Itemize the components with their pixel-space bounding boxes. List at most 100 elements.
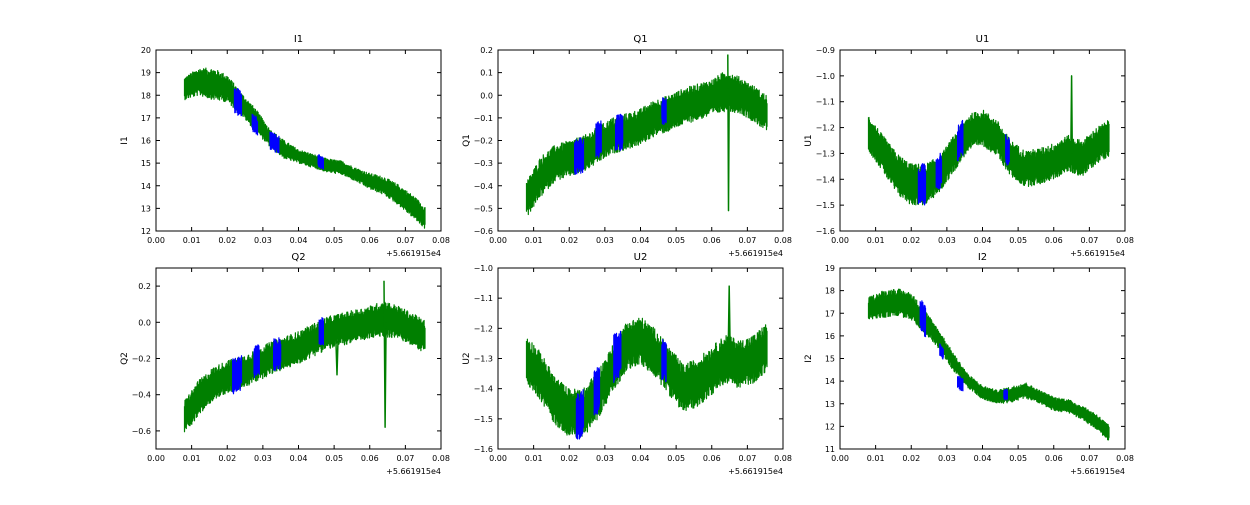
y-tick-label: −0.5 bbox=[474, 204, 493, 213]
y-tick-label: 0.1 bbox=[480, 69, 493, 78]
x-tick-label: 0.00 bbox=[831, 236, 849, 245]
x-tick-label: 0.03 bbox=[596, 454, 614, 463]
y-tick-label: 16 bbox=[141, 137, 151, 146]
y-axis-label: I2 bbox=[804, 354, 814, 362]
series-blue-segment-0 bbox=[575, 389, 585, 440]
series-blue-segment-1 bbox=[593, 367, 601, 416]
series-green-trend bbox=[525, 317, 768, 437]
series-blue-segment-0 bbox=[919, 300, 927, 338]
series-blue-segment-3 bbox=[661, 339, 667, 383]
y-tick-label: −0.3 bbox=[474, 159, 493, 168]
x-tick-label: 0.03 bbox=[254, 236, 272, 245]
x-tick-label: 0.05 bbox=[667, 236, 685, 245]
series-spike-2 bbox=[727, 285, 732, 359]
y-tick-label: 14 bbox=[141, 182, 151, 191]
x-tick-label: 0.04 bbox=[974, 236, 992, 245]
x-tick-label: 0.06 bbox=[361, 454, 379, 463]
chart-panel-i2: 0.00 0.01 0.02 0.03 0.04 0.05 0.06 0.07 0.08 11 12… bbox=[804, 252, 1134, 476]
y-tick-label: −1.6 bbox=[474, 445, 493, 454]
chart-title: U2 bbox=[634, 252, 648, 263]
y-tick-label: −1.1 bbox=[474, 294, 493, 303]
x-tick-label: 0.01 bbox=[525, 454, 543, 463]
plot-area bbox=[183, 280, 426, 433]
x-tick-label: 0.07 bbox=[738, 454, 756, 463]
y-tick-label: −1.2 bbox=[474, 324, 493, 333]
y-tick-label: 0.2 bbox=[138, 282, 151, 291]
x-tick-label: 0.02 bbox=[560, 454, 578, 463]
series-blue-segment-2 bbox=[957, 375, 964, 392]
x-tick-label: 0.06 bbox=[361, 236, 379, 245]
x-tick-label: 0.02 bbox=[218, 454, 236, 463]
y-tick-label: −1.0 bbox=[474, 264, 493, 273]
y-tick-label: 16 bbox=[825, 332, 835, 341]
series-blue-segment-1 bbox=[253, 344, 260, 379]
series-blue-segment-3 bbox=[318, 317, 324, 346]
chart-title: Q1 bbox=[633, 34, 647, 45]
y-tick-label: 17 bbox=[141, 114, 151, 123]
y-tick-label: −0.9 bbox=[816, 46, 835, 55]
x-offset-label: +5.661915e4 bbox=[728, 467, 783, 476]
series-blue-segment-1 bbox=[251, 113, 259, 136]
chart-title: I1 bbox=[294, 34, 303, 45]
y-tick-label: 19 bbox=[825, 264, 835, 273]
y-tick-label: −0.4 bbox=[474, 182, 493, 191]
series-blue-segment-3 bbox=[1003, 388, 1008, 401]
y-tick-label: 15 bbox=[825, 355, 835, 364]
y-tick-label: −1.2 bbox=[816, 124, 835, 133]
y-tick-label: 14 bbox=[825, 377, 835, 386]
x-tick-label: 0.00 bbox=[147, 236, 165, 245]
x-tick-label: 0.01 bbox=[183, 236, 201, 245]
x-tick-label: 0.06 bbox=[703, 454, 721, 463]
y-axis-label: Q2 bbox=[120, 352, 130, 365]
y-tick-label: −1.4 bbox=[474, 385, 493, 394]
y-tick-label: 13 bbox=[141, 204, 151, 213]
x-tick-label: 0.04 bbox=[290, 454, 308, 463]
x-offset-label: +5.661915e4 bbox=[386, 467, 441, 476]
series-spike-2 bbox=[727, 54, 730, 212]
chart-panel-q2: 0.00 0.01 0.02 0.03 0.04 0.05 0.06 0.07 0.08 −0.6… bbox=[120, 252, 450, 476]
series-blue-segment-0 bbox=[917, 163, 927, 206]
series-green-trend bbox=[183, 301, 426, 433]
x-tick-label: 0.08 bbox=[1116, 454, 1134, 463]
y-tick-label: −1.5 bbox=[816, 201, 835, 210]
x-tick-label: 0.05 bbox=[325, 454, 343, 463]
y-axis-label: I1 bbox=[120, 136, 130, 144]
y-tick-label: −1.0 bbox=[816, 72, 835, 81]
y-tick-label: −1.5 bbox=[474, 415, 493, 424]
series-blue-segment-2 bbox=[957, 119, 964, 162]
y-axis-label: Q1 bbox=[462, 134, 472, 147]
y-tick-label: 18 bbox=[141, 91, 151, 100]
plot-area bbox=[525, 285, 768, 440]
x-offset-label: +5.661915e4 bbox=[1070, 467, 1125, 476]
x-tick-label: 0.04 bbox=[290, 236, 308, 245]
x-tick-label: 0.07 bbox=[738, 236, 756, 245]
x-tick-label: 0.01 bbox=[525, 236, 543, 245]
y-tick-label: 17 bbox=[825, 309, 835, 318]
series-blue-segment-0 bbox=[574, 137, 585, 175]
y-tick-label: −1.6 bbox=[816, 227, 835, 236]
x-tick-label: 0.07 bbox=[396, 236, 414, 245]
y-tick-label: 0.2 bbox=[480, 46, 493, 55]
plot-area bbox=[525, 54, 768, 216]
x-tick-label: 0.04 bbox=[632, 236, 650, 245]
y-tick-label: 20 bbox=[141, 46, 151, 55]
x-tick-label: 0.07 bbox=[396, 454, 414, 463]
series-blue-segment-2 bbox=[615, 113, 624, 151]
series-spike-2 bbox=[1070, 75, 1074, 154]
x-tick-label: 0.07 bbox=[1080, 454, 1098, 463]
y-tick-label: 18 bbox=[825, 287, 835, 296]
y-axis-label: U2 bbox=[462, 352, 472, 364]
x-tick-label: 0.03 bbox=[596, 236, 614, 245]
x-tick-label: 0.02 bbox=[902, 236, 920, 245]
x-tick-label: 0.02 bbox=[560, 236, 578, 245]
x-tick-label: 0.07 bbox=[1080, 236, 1098, 245]
x-tick-label: 0.01 bbox=[867, 454, 885, 463]
chart-title: U1 bbox=[976, 34, 990, 45]
y-tick-label: 15 bbox=[141, 159, 151, 168]
x-tick-label: 0.06 bbox=[1045, 454, 1063, 463]
x-tick-label: 0.00 bbox=[831, 454, 849, 463]
series-blue-segment-3 bbox=[317, 154, 324, 170]
chart-panel-i1: 0.00 0.01 0.02 0.03 0.04 0.05 0.06 0.07 0.08 12 13… bbox=[120, 34, 450, 258]
y-tick-label: 11 bbox=[825, 445, 835, 454]
y-tick-label: 13 bbox=[825, 400, 835, 409]
